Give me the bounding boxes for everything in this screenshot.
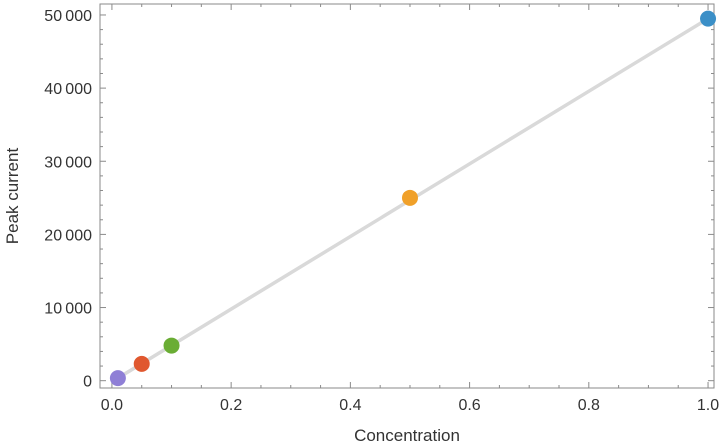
- data-point: [700, 10, 717, 27]
- x-tick-label: 0.4: [339, 397, 361, 414]
- y-tick-label: 30 000: [44, 154, 92, 171]
- y-axis-title: Peak current: [3, 148, 22, 245]
- x-axis-ticks: 0.0 0.2 0.4 0.6 0.8 1.0: [101, 4, 719, 414]
- y-tick-label: 10 000: [44, 301, 92, 318]
- plot-frame: [99, 3, 715, 389]
- x-tick-label: 0.2: [220, 397, 242, 414]
- y-tick-label: 0: [83, 374, 92, 391]
- data-point: [109, 370, 126, 387]
- x-tick-label: 0.0: [101, 397, 123, 414]
- y-axis-ticks: 0 10 000 20 000 30 000 40 000 50 000: [44, 8, 714, 391]
- x-tick-label: 0.6: [458, 397, 480, 414]
- y-tick-label: 20 000: [44, 227, 92, 244]
- data-point: [163, 337, 180, 354]
- y-tick-label: 50 000: [44, 8, 92, 25]
- x-tick-label: 0.8: [578, 397, 600, 414]
- data-point: [401, 189, 418, 206]
- y-tick-label: 40 000: [44, 81, 92, 98]
- x-tick-label: 1.0: [697, 397, 719, 414]
- data-point: [133, 355, 150, 372]
- data-points: [109, 10, 717, 387]
- x-axis-title: Concentration: [354, 426, 460, 445]
